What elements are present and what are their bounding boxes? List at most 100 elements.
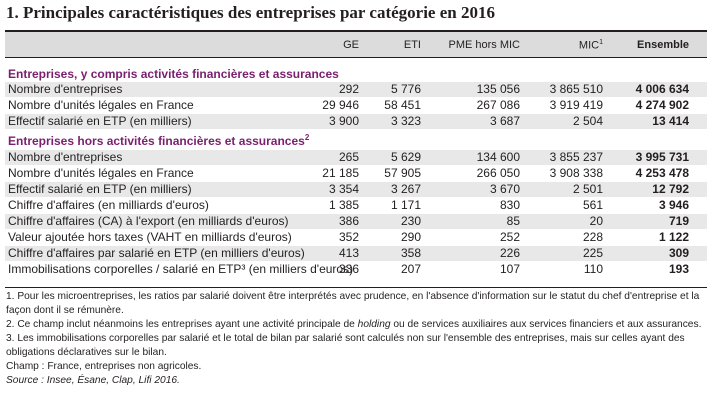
cell-ge: 292: [305, 82, 359, 97]
cell-eti: 57 905: [365, 166, 421, 181]
cell-mic: 3 855 237: [525, 150, 603, 165]
cell-ensemble: 1 122: [605, 230, 689, 245]
cell-eti: 1 171: [365, 198, 421, 213]
cell-ge: 265: [305, 150, 359, 165]
table-row: Chiffre d'affaires par salarié en ETP (e…: [5, 246, 707, 261]
cell-mic: 2 501: [525, 182, 603, 197]
cell-eti: 5 629: [365, 150, 421, 165]
cell-eti: 5 776: [365, 82, 421, 97]
cell-ge: 352: [305, 230, 359, 245]
cell-mic: 3 865 510: [525, 82, 603, 97]
cell-ensemble: 13 414: [605, 114, 689, 129]
row-label: Immobilisations corporelles / salarié en…: [8, 262, 353, 277]
cell-pme: 252: [430, 230, 520, 245]
cell-ensemble: 193: [605, 262, 689, 277]
cell-eti: 358: [365, 246, 421, 261]
cell-ge: 386: [305, 214, 359, 229]
row-label: Chiffre d'affaires (en milliards d'euros…: [8, 198, 209, 213]
col-header-mic-footnote: 1: [599, 39, 603, 46]
table-row: Effectif salarié en ETP (en milliers) 3 …: [5, 182, 707, 197]
footnote-2-italic: holding: [358, 319, 391, 330]
table-row: Nombre d'entreprises 265 5 629 134 600 3…: [5, 150, 707, 165]
footnote-3-line-2: obligations déclaratives sur le bilan.: [6, 346, 706, 360]
col-header-eti: ETI: [365, 39, 421, 51]
footnote-3-line-1: 3. Les immobilisations corporelles par s…: [6, 332, 706, 346]
table-row: Nombre d'unités légales en France 29 946…: [5, 98, 707, 113]
row-label: Effectif salarié en ETP (en milliers): [8, 114, 192, 129]
cell-eti: 290: [365, 230, 421, 245]
section-2-title: Entreprises hors activités financières e…: [8, 133, 309, 148]
footnotes: 1. Pour les microentreprises, les ratios…: [6, 290, 706, 388]
col-header-mic: MIC1: [525, 39, 603, 52]
section-1-title: Entreprises, y compris activités financi…: [8, 67, 339, 81]
cell-ge: 3 900: [305, 114, 359, 129]
cell-ge: 336: [305, 262, 359, 277]
row-label: Nombre d'entreprises: [8, 82, 122, 97]
table-row: Immobilisations corporelles / salarié en…: [5, 262, 707, 277]
cell-ensemble: 3 995 731: [605, 150, 689, 165]
section-2-title-text: Entreprises hors activités financières e…: [8, 134, 305, 148]
cell-pme: 85: [430, 214, 520, 229]
col-header-ge: GE: [305, 39, 359, 51]
footnote-2-text-b: ou de services auxiliaires aux services …: [391, 319, 702, 330]
cell-mic: 228: [525, 230, 603, 245]
cell-mic: 20: [525, 214, 603, 229]
cell-mic: 225: [525, 246, 603, 261]
champ-note: Champ : France, entreprises non agricole…: [6, 360, 706, 374]
cell-mic: 3 919 419: [525, 98, 603, 113]
cell-ge: 21 185: [305, 166, 359, 181]
cell-ensemble: 4 253 478: [605, 166, 689, 181]
cell-ensemble: 4 006 634: [605, 82, 689, 97]
table-row: Nombre d'entreprises 292 5 776 135 056 3…: [5, 82, 707, 97]
section-2-footnote: 2: [305, 133, 309, 142]
cell-eti: 207: [365, 262, 421, 277]
cell-ensemble: 4 274 902: [605, 98, 689, 113]
table-row: Chiffre d'affaires (CA) à l'export (en m…: [5, 214, 707, 229]
footnote-1-line-2: façon dont il se rémunère.: [6, 304, 706, 318]
cell-ge: 29 946: [305, 98, 359, 113]
cell-mic: 2 504: [525, 114, 603, 129]
section-1-title-text: Entreprises, y compris activités financi…: [8, 67, 339, 81]
column-header-row: GE ETI PME hors MIC MIC1 Ensemble: [5, 32, 707, 57]
table-row: Chiffre d'affaires (en milliards d'euros…: [5, 198, 707, 213]
cell-eti: 3 323: [365, 114, 421, 129]
cell-ensemble: 309: [605, 246, 689, 261]
footnote-2: 2. Ce champ inclut néanmoins les entrepr…: [6, 318, 706, 332]
cell-ensemble: 719: [605, 214, 689, 229]
cell-ensemble: 12 792: [605, 182, 689, 197]
cell-pme: 3 687: [430, 114, 520, 129]
col-header-mic-label: MIC: [579, 40, 599, 52]
cell-pme: 267 086: [430, 98, 520, 113]
table-title: 1. Principales caractéristiques des entr…: [6, 3, 495, 23]
cell-eti: 230: [365, 214, 421, 229]
cell-pme: 107: [430, 262, 520, 277]
cell-pme: 135 056: [430, 82, 520, 97]
row-label: Chiffre d'affaires (CA) à l'export (en m…: [8, 214, 289, 229]
cell-mic: 110: [525, 262, 603, 277]
row-label: Chiffre d'affaires par salarié en ETP (e…: [8, 246, 305, 261]
footnote-2-text-a: 2. Ce champ inclut néanmoins les entrepr…: [6, 319, 358, 330]
row-label: Effectif salarié en ETP (en milliers): [8, 182, 192, 197]
source-note: Source : Insee, Ésane, Clap, Lifi 2016.: [6, 374, 706, 388]
cell-eti: 58 451: [365, 98, 421, 113]
row-label: Nombre d'entreprises: [8, 150, 122, 165]
cell-pme: 134 600: [430, 150, 520, 165]
row-label: Nombre d'unités légales en France: [8, 166, 194, 181]
cell-ge: 1 385: [305, 198, 359, 213]
col-header-pme: PME hors MIC: [430, 39, 520, 51]
cell-pme: 3 670: [430, 182, 520, 197]
footnote-1-line-1: 1. Pour les microentreprises, les ratios…: [6, 290, 706, 304]
header-rule: [5, 57, 707, 58]
row-label: Valeur ajoutée hors taxes (VAHT en milli…: [8, 230, 292, 245]
table-row: Effectif salarié en ETP (en milliers) 3 …: [5, 114, 707, 129]
cell-eti: 3 267: [365, 182, 421, 197]
col-header-ensemble: Ensemble: [605, 39, 689, 51]
cell-ge: 413: [305, 246, 359, 261]
row-label: Nombre d'unités légales en France: [8, 98, 194, 113]
cell-mic: 3 908 338: [525, 166, 603, 181]
cell-pme: 830: [430, 198, 520, 213]
table-row: Valeur ajoutée hors taxes (VAHT en milli…: [5, 230, 707, 245]
table-row: Nombre d'unités légales en France 21 185…: [5, 166, 707, 181]
cell-ge: 3 354: [305, 182, 359, 197]
footer-rule: [5, 287, 707, 288]
